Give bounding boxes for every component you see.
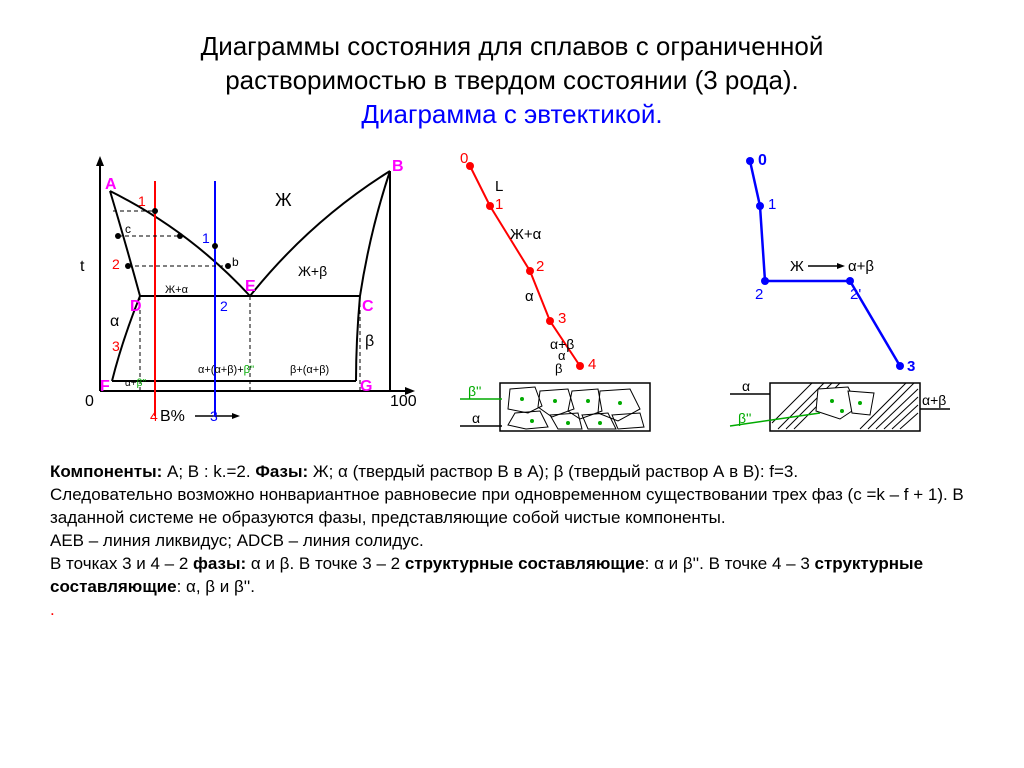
bt-1b: A; B : k.=2. [162,462,255,481]
title-line3: Диаграмма с эвтектикой. [361,99,662,129]
cc1-4: 4 [588,356,596,373]
reg-zha: Ж+α [165,284,189,296]
reg-zhb: Ж+β [298,263,327,279]
reg-ab2: α+β'' [125,378,146,389]
pt-A: A [105,176,117,193]
bt-4e: : α и β''. В точке 4 – 3 [645,554,815,573]
pt-D: D [130,298,142,315]
cc2-ms-a: α [742,378,750,394]
cc1-0: 0 [460,151,468,167]
pt-C: C [362,298,374,315]
reg-b: β [365,333,374,350]
bt-4g: : α, β и β''. [177,577,255,596]
cc1-3: 3 [558,310,566,327]
cc1-zha: Ж+α [510,226,542,243]
pt-F: F [100,378,110,395]
pt-E: E [245,278,256,295]
slide-title: Диаграммы состояния для сплавов с ограни… [50,30,974,131]
cc2-ms-ab: α+β [922,392,946,408]
cc1-1: 1 [495,196,503,213]
pt-G: G [360,378,372,395]
red-m1: 1 [138,193,146,209]
bt-3: AEB – линия ликвидус; ADCB – линия солид… [50,531,424,550]
reg-mix1: α+(α+β)+β'' [198,364,254,376]
bt-4c: α и β. В точке 3 – 2 [246,554,405,573]
cc2-ms-b2: β'' [738,410,751,426]
cc1-bs: β [555,361,562,376]
cc2-2: 2 [755,286,763,303]
reg-mix2: β+(α+β) [290,364,329,376]
cc2-2p: 2' [850,286,861,303]
red-m3: 3 [112,338,120,354]
cooling-curve-1: 0 1 2 3 4 L Ж+α α α+β α β β'' α [440,151,690,441]
bt-2: Следовательно возможно нонвариантное рав… [50,485,964,527]
body-text: Компоненты: A; B : k.=2. Фазы: Ж; α (тве… [50,461,974,622]
pt-B: B [392,158,404,175]
red-m4: 4 [150,408,158,424]
bt-4a: В точках 3 и 4 – 2 [50,554,193,573]
cc2-zh: Ж [790,258,804,275]
bt-4d: структурные составляющие [405,554,645,573]
bt-1d: Ж; α (твердый раствор В в А); β (твердый… [308,462,798,481]
cc1-ms-b2: β'' [468,383,481,399]
cc1-2: 2 [536,258,544,275]
bt-1c: Фазы: [255,462,308,481]
blue-m1: 1 [202,230,210,246]
axis-b: B% [160,408,185,425]
title-line2: растворимостью в твердом состоянии (3 ро… [225,65,799,95]
bt-4b: фазы: [193,554,246,573]
cooling-curve-2: 0 1 2 2' 3 Ж α+β α β'' α+β [700,151,960,441]
phase-diagram: t 0 100 B% c b 1 2 3 4 1 2 3 Ж Ж+β Ж+α α… [50,151,430,441]
tie-b: b [232,255,239,269]
title-line1: Диаграммы состояния для сплавов с ограни… [201,31,824,61]
cc2-ab: α+β [848,258,874,275]
bt-1a: Компоненты: [50,462,162,481]
cc2-3: 3 [907,358,915,375]
origin-label: 0 [85,393,94,410]
blue-m3: 3 [210,408,218,424]
cc1-a: α [525,288,534,305]
cc2-1: 1 [768,196,776,213]
red-m2: 2 [112,256,120,272]
cc1-ms-a: α [472,410,480,426]
cc1-L: L [495,178,503,195]
tie-c: c [125,222,131,236]
cc2-0: 0 [758,152,767,169]
bt-dot: . [50,600,55,619]
blue-m2: 2 [220,298,228,314]
axis-t: t [80,258,85,275]
reg-a: α [110,313,119,330]
reg-zh: Ж [275,190,292,210]
xmax-label: 100 [390,393,417,410]
